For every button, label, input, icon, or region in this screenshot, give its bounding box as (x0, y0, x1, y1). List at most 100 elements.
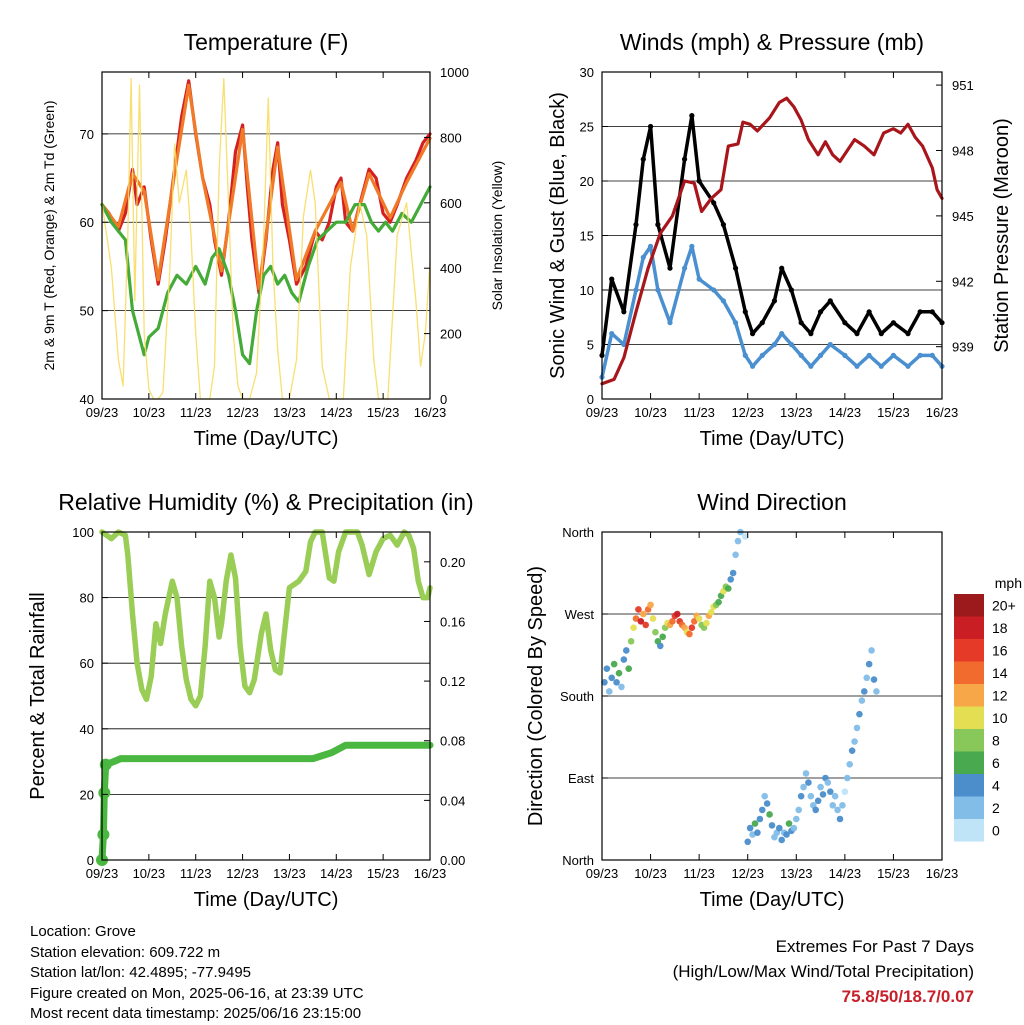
direction-point (649, 615, 657, 622)
series-point (732, 265, 739, 271)
direction-point (870, 676, 878, 683)
latlon-text: Station lat/lon: 42.4895; -77.9495 (30, 964, 252, 981)
series-line-1 (99, 529, 433, 709)
y-tick-label: 10 (580, 283, 594, 298)
direction-point (829, 802, 837, 809)
direction-point (800, 783, 807, 791)
chart-title: Temperature (F) (184, 29, 349, 55)
series-point (905, 363, 911, 369)
legend-swatch (954, 684, 984, 707)
series-point (732, 320, 739, 326)
y-tick-label: South (560, 689, 594, 704)
series-point (878, 363, 884, 369)
x-tick-label: 09/23 (86, 405, 119, 420)
y2-axis-label: Solar Insolation (Yellow) (489, 161, 505, 311)
direction-point (729, 569, 737, 577)
x-tick-label: 15/23 (367, 866, 400, 881)
series-point (647, 123, 654, 130)
legend-level-label: 6 (992, 755, 1000, 771)
series-point (689, 243, 695, 249)
series-point (647, 243, 654, 249)
series-point (788, 341, 795, 348)
direction-point (851, 738, 858, 745)
y2-tick-label: 939 (952, 340, 974, 355)
x-tick-label: 11/23 (683, 405, 715, 420)
x-tick-label: 12/23 (731, 866, 764, 881)
series-line-2 (100, 83, 432, 291)
y-tick-label: 20 (80, 787, 94, 802)
x-tick-label: 12/23 (731, 405, 764, 420)
direction-point (860, 688, 868, 695)
legend-level-label: 16 (992, 642, 1008, 658)
direction-point (613, 679, 620, 686)
series-point (866, 352, 872, 358)
y-axis-label: Percent & Total Rainfall (27, 592, 49, 800)
direction-point (744, 838, 752, 846)
x-tick-label: 09/23 (86, 866, 119, 881)
direction-point (814, 797, 822, 805)
series-point (808, 363, 814, 369)
direction-point (715, 598, 722, 606)
direction-point (778, 836, 786, 844)
chart-3: Relative Humidity (%) & Precipitation (i… (27, 489, 474, 911)
direction-point (865, 660, 873, 668)
direction-point (756, 815, 764, 823)
series-point (817, 352, 824, 358)
series-line-1 (100, 79, 432, 295)
direction-point (841, 788, 849, 795)
series-point (742, 352, 748, 358)
series-point (742, 309, 748, 315)
x-tick-label: 12/23 (226, 405, 259, 420)
location-text: Location: Grove (30, 923, 136, 940)
x-tick-label: 13/23 (273, 866, 306, 881)
series-point (890, 352, 897, 358)
series-point (681, 265, 688, 271)
series-point (771, 298, 778, 304)
direction-point (802, 770, 810, 777)
series-point (929, 309, 935, 315)
direction-point (754, 829, 761, 836)
direction-point (775, 824, 783, 832)
y-tick-label: North (562, 525, 594, 540)
direction-point (632, 615, 640, 622)
direction-point (751, 820, 759, 827)
y-tick-label: 25 (580, 120, 594, 135)
y2-tick-label: 945 (952, 209, 974, 224)
direction-point (647, 601, 654, 609)
series-point (779, 331, 785, 337)
direction-point (608, 674, 616, 682)
series-point (621, 341, 627, 348)
direction-point (732, 551, 739, 559)
series-point (878, 331, 884, 337)
legend-level-label: 20+ (992, 597, 1016, 613)
legend-level-label: 0 (992, 822, 1000, 838)
direction-point (843, 774, 851, 782)
x-tick-label: 16/23 (926, 405, 959, 420)
series-point (808, 331, 814, 337)
legend-swatch (954, 594, 984, 617)
y-axis-label: 2m & 9m T (Red, Orange) & 2m Td (Green) (41, 101, 57, 371)
y-tick-label: 70 (80, 127, 94, 142)
series-point (779, 265, 785, 271)
legend-level-label: 10 (992, 710, 1008, 726)
direction-point (817, 783, 824, 791)
direction-point (603, 665, 611, 672)
series-point (929, 352, 935, 358)
direction-point (831, 792, 839, 800)
direction-point (819, 791, 827, 798)
chart-4: Wind Direction 09/23 10/23 11/23 12/23 13/23 1… (525, 489, 1022, 911)
extremes-title: Extremes For Past 7 Days (775, 937, 974, 956)
direction-point (836, 815, 844, 823)
direction-point (766, 811, 773, 818)
x-tick-label: 11/23 (180, 405, 212, 420)
y-tick-label: 15 (580, 229, 594, 244)
direction-point (690, 617, 698, 625)
legend-level-label: 4 (992, 777, 1000, 793)
series-point (696, 276, 702, 282)
legend-swatch (954, 774, 984, 797)
x-tick-label: 16/23 (414, 405, 447, 420)
direction-point (863, 674, 871, 682)
x-axis-label: Time (Day/UTC) (700, 889, 845, 911)
y-tick-label: 30 (580, 65, 594, 80)
series-point (621, 309, 627, 315)
